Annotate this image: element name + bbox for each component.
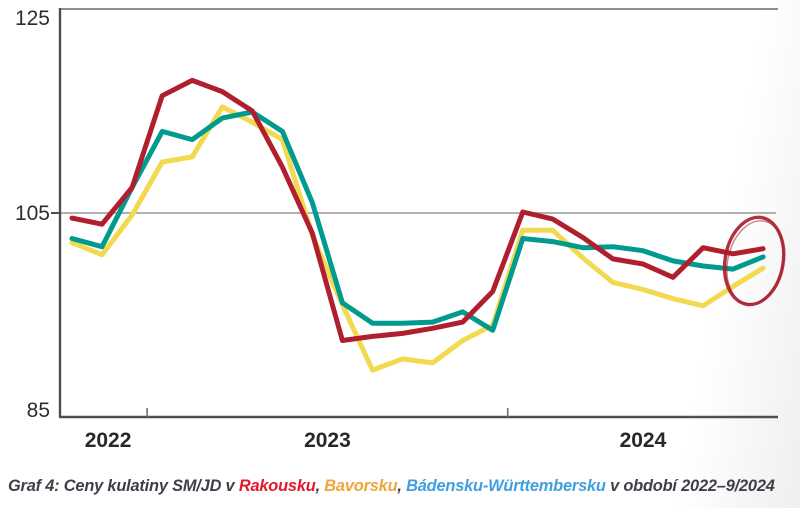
x-axis-label-2024: 2024	[620, 429, 667, 452]
y-axis-label-125: 125	[15, 7, 50, 30]
chart-canvas: 125 105 85 2022 2023 2024	[15, 7, 786, 452]
roundwood-price-line-chart: 125 105 85 2022 2023 2024	[15, 7, 786, 452]
caption-series-baden-wurttemberg: Bádensku-Württembersku	[406, 477, 606, 495]
caption-separator: ,	[397, 477, 407, 495]
line-b-densko-w-rttembersko	[69, 109, 766, 333]
line-bavorsko	[69, 104, 766, 373]
y-axis-label-85: 85	[27, 399, 50, 422]
x-axis-label-2023: 2023	[304, 429, 351, 452]
x-axis-label-2022: 2022	[85, 429, 132, 452]
line-rakousko	[69, 77, 766, 343]
caption-prefix: Graf 4: Ceny kulatiny SM/JD v	[8, 477, 239, 495]
caption-series-bavaria: Bavorsku	[324, 477, 398, 495]
caption-series-austria: Rakousku	[238, 477, 316, 495]
figure-caption: Graf 4: Ceny kulatiny SM/JD v Rakousku, …	[8, 477, 800, 496]
caption-separator: ,	[315, 477, 325, 495]
highlight-ellipse-annotation-sketch-stroke	[726, 220, 785, 305]
caption-suffix: v období 2022–9/2024	[605, 477, 775, 495]
y-axis-label-105: 105	[15, 202, 50, 225]
